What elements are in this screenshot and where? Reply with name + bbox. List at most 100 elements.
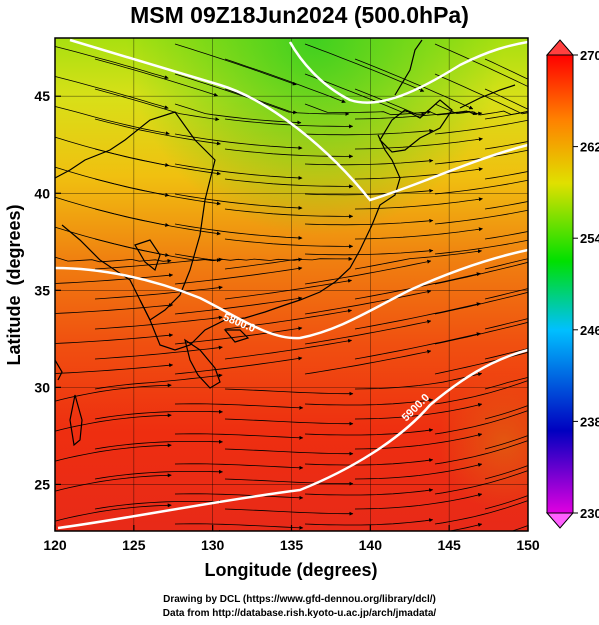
- colorbar-bottom-triangle: [545, 512, 575, 529]
- streamline: [174, 296, 303, 315]
- streamline: [94, 315, 223, 330]
- x-axis: 120 125 130 135 140 145 150: [43, 525, 540, 553]
- streamline: [55, 443, 172, 462]
- streamline: [174, 326, 303, 345]
- streamline: [94, 439, 223, 450]
- colorbar-tick-label: 270: [580, 48, 599, 63]
- streamline: [174, 103, 302, 125]
- streamline: [354, 137, 483, 150]
- streamline: [94, 409, 223, 420]
- streamline: [484, 171, 528, 180]
- x-tick-label: 130: [201, 537, 225, 553]
- streamline: [94, 178, 221, 206]
- streamline: [224, 208, 354, 219]
- streamline: [434, 380, 528, 405]
- y-tick-label: 40: [34, 185, 50, 201]
- streamline: [94, 88, 220, 122]
- colorbar-tick-label: 262: [580, 140, 599, 155]
- streamline: [484, 318, 528, 330]
- streamline: [354, 493, 483, 510]
- height-contours: [55, 38, 528, 530]
- streamline: [94, 469, 223, 480]
- streamline: [224, 388, 354, 396]
- streamline: [434, 149, 528, 165]
- streamline: [174, 43, 297, 86]
- contour-5800: [55, 248, 528, 340]
- streamline: [484, 465, 528, 480]
- streamline: [94, 148, 221, 176]
- streamline: [55, 46, 169, 80]
- colorbar-tick-label: 246: [580, 323, 599, 338]
- contour-5900: [57, 348, 528, 530]
- streamline: [304, 259, 432, 285]
- streamline: [434, 291, 528, 315]
- streamline: [434, 43, 528, 87]
- streamline: [55, 106, 170, 136]
- streamline: [94, 208, 221, 236]
- streamline: [484, 435, 528, 450]
- streamline: [354, 197, 483, 210]
- contour-5700: [69, 38, 528, 202]
- streamline: [224, 238, 354, 249]
- streamline: [354, 302, 481, 330]
- streamline: [174, 253, 303, 262]
- colorbar-tick-label: 230: [580, 506, 599, 521]
- streamline: [224, 278, 352, 300]
- streamline: [55, 503, 172, 522]
- map-plot: 5800.0 5900.0: [55, 38, 528, 531]
- colorbar-tick-label: 254: [580, 231, 599, 246]
- colorbar-scale: [546, 54, 574, 514]
- streamline: [484, 405, 528, 420]
- streamline: [304, 319, 432, 345]
- streamline: [484, 141, 528, 150]
- streamline: [434, 440, 528, 465]
- streamline: [434, 209, 528, 225]
- streamline: [224, 256, 353, 270]
- streamline: [484, 258, 528, 270]
- streamline: [484, 495, 528, 510]
- streamline: [224, 448, 354, 456]
- streamline: [434, 179, 528, 195]
- x-axis-label: Longitude (degrees): [204, 560, 377, 580]
- streamline: [304, 218, 434, 226]
- data-credit: Data from http://database.rish.kyoto-u.a…: [162, 608, 437, 619]
- streamline: [434, 470, 528, 495]
- streamline: [174, 193, 303, 210]
- streamline: [434, 500, 528, 525]
- colorbar-tick-label: 238: [580, 414, 599, 429]
- streamline: [354, 58, 474, 110]
- streamline: [224, 338, 352, 360]
- streamline: [354, 249, 482, 270]
- y-axis-label: Latitude (degrees): [4, 204, 24, 365]
- streamline: [55, 383, 172, 402]
- streamline: [434, 321, 528, 345]
- streamline: [55, 303, 174, 314]
- colorbar-top-triangle: [545, 39, 575, 56]
- streamline: [55, 363, 174, 374]
- streamline: [304, 518, 434, 526]
- streamline: [304, 349, 432, 375]
- streamline: [94, 257, 223, 270]
- streamline: [434, 261, 528, 285]
- y-tick-label: 30: [34, 379, 50, 395]
- streamline: [55, 76, 169, 110]
- streamline: [94, 345, 223, 360]
- streamline: [94, 285, 223, 300]
- streamline: [484, 231, 528, 240]
- streamline: [304, 43, 425, 92]
- streamline: [354, 433, 483, 450]
- streamline: [174, 463, 304, 470]
- streamline: [224, 478, 354, 486]
- streamline: [304, 158, 434, 166]
- streamline: [354, 167, 483, 180]
- streamline: [174, 223, 303, 240]
- streamline: [55, 273, 174, 284]
- x-tick-label: 120: [43, 537, 67, 553]
- streamline: [174, 133, 303, 150]
- x-tick-label: 125: [122, 537, 146, 553]
- streamline: [354, 227, 483, 240]
- streamline: [55, 256, 172, 263]
- x-tick-label: 150: [516, 537, 540, 553]
- streamline: [304, 103, 432, 116]
